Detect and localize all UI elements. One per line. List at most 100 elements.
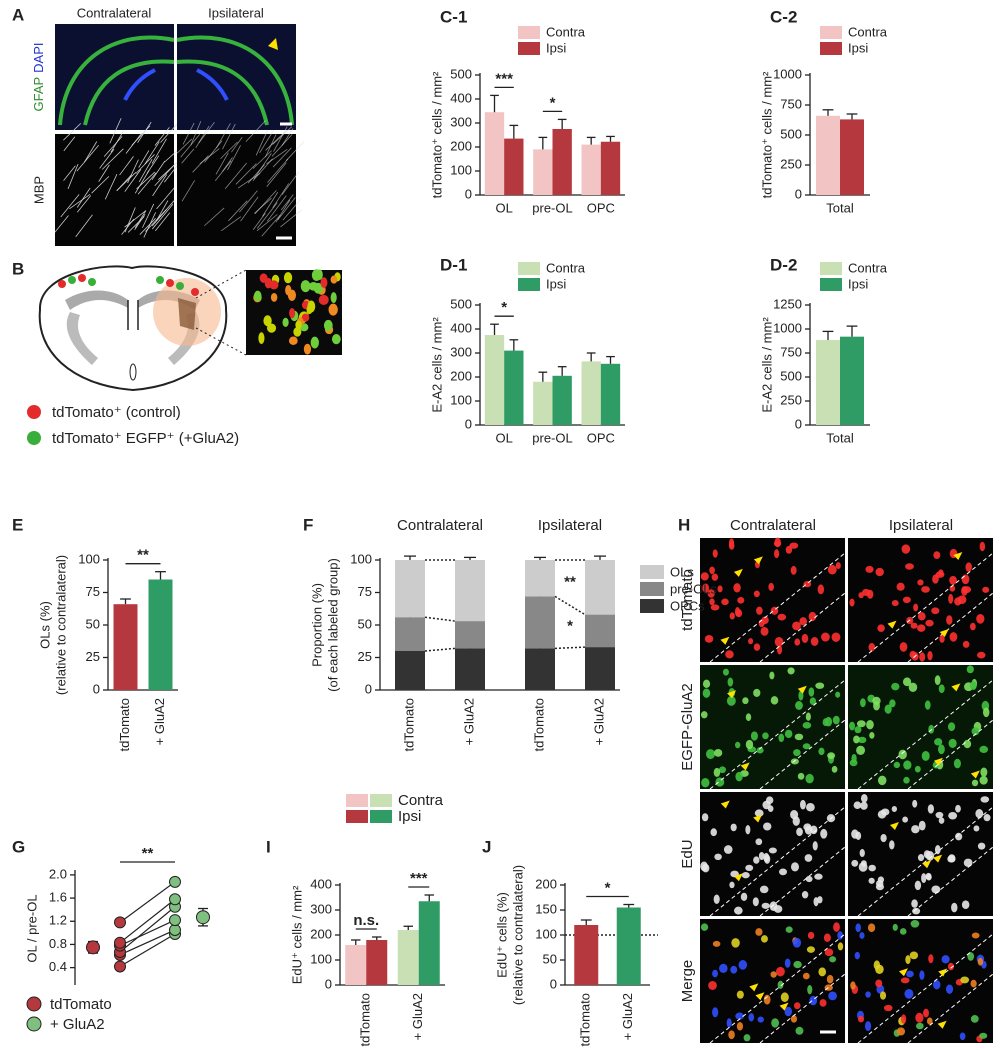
y-axis-label: EdU⁺ cells (%) xyxy=(494,892,509,978)
cell xyxy=(736,1021,744,1031)
bar xyxy=(616,907,641,985)
cell xyxy=(266,323,277,333)
cell xyxy=(826,974,834,984)
cell xyxy=(282,317,289,327)
cell xyxy=(709,566,715,575)
legend-dot xyxy=(26,996,42,1012)
cell xyxy=(806,946,815,953)
cell xyxy=(785,926,793,933)
cell xyxy=(914,765,921,773)
cell xyxy=(769,671,775,680)
bar xyxy=(484,335,505,425)
cell xyxy=(955,804,961,813)
legend-swatch xyxy=(640,582,664,596)
cell xyxy=(790,862,800,872)
chart-title: E xyxy=(12,515,23,534)
panel-label: A xyxy=(12,5,24,24)
bar xyxy=(840,119,864,195)
cell xyxy=(961,586,968,596)
cell xyxy=(905,955,911,965)
cell xyxy=(737,597,745,604)
micrograph-stain xyxy=(123,68,156,101)
row-label-part: DAPI xyxy=(31,42,46,72)
cell xyxy=(700,572,709,581)
cell xyxy=(706,749,716,760)
y-tick-label: 25 xyxy=(86,649,100,664)
x-tick-label: + GluA2 xyxy=(152,698,167,745)
fiber xyxy=(190,121,202,146)
cell xyxy=(866,719,874,730)
fiber xyxy=(138,159,153,183)
cell xyxy=(948,811,958,820)
cell xyxy=(730,965,738,974)
region-outline xyxy=(907,846,994,917)
cell xyxy=(960,976,970,984)
cell xyxy=(700,923,709,931)
fiber xyxy=(277,197,296,221)
y-tick-label: 0.4 xyxy=(49,959,67,974)
fiber xyxy=(143,212,157,238)
cell xyxy=(891,682,900,691)
arrowhead xyxy=(720,636,730,645)
micrograph xyxy=(700,538,845,662)
cell xyxy=(800,799,806,810)
cell xyxy=(980,796,990,803)
cell xyxy=(857,736,867,744)
legend-label: tdTomato⁺ EGFP⁺ (+GluA2) xyxy=(52,430,239,447)
cell xyxy=(934,844,941,855)
cell xyxy=(959,1032,966,1041)
cell xyxy=(926,1017,933,1025)
y-tick-label: 200 xyxy=(310,926,332,941)
cell xyxy=(729,881,735,889)
cell xyxy=(704,635,714,643)
fiber xyxy=(63,123,82,141)
arrowhead xyxy=(733,873,743,882)
fiber xyxy=(152,174,168,197)
fiber xyxy=(252,150,272,169)
bar xyxy=(600,363,621,425)
cell xyxy=(902,596,911,604)
chart-title: F xyxy=(303,515,313,534)
region-outline xyxy=(709,552,846,663)
fiber xyxy=(135,154,155,174)
legend-label: Contra xyxy=(546,260,586,275)
cell xyxy=(774,549,780,559)
cell xyxy=(941,955,950,964)
fiber xyxy=(145,209,167,232)
bar xyxy=(345,945,367,985)
y-tick-label: 300 xyxy=(310,901,332,916)
fiber xyxy=(137,121,152,143)
cell xyxy=(721,598,729,606)
cell xyxy=(712,940,721,947)
fiber xyxy=(266,195,287,222)
point xyxy=(114,960,126,973)
y-tick-label: 400 xyxy=(450,320,472,335)
region-outline xyxy=(709,679,846,790)
legend-label: + GluA2 xyxy=(50,1016,105,1033)
cell xyxy=(949,575,957,585)
cell xyxy=(979,541,986,552)
cell xyxy=(330,292,337,304)
cell xyxy=(718,766,727,774)
cell xyxy=(742,697,749,705)
cell xyxy=(833,922,840,932)
micrograph xyxy=(177,134,296,246)
cell xyxy=(745,739,754,750)
cell xyxy=(735,609,743,618)
cell xyxy=(961,574,970,585)
cell xyxy=(790,1015,798,1023)
cell xyxy=(320,277,328,288)
cell xyxy=(982,586,990,593)
chart-title: I xyxy=(266,837,271,856)
cell xyxy=(966,665,974,674)
y-tick-label: 1000 xyxy=(773,320,802,335)
cell xyxy=(921,873,927,884)
cell xyxy=(932,574,939,584)
cell xyxy=(856,745,866,756)
cell xyxy=(712,1007,719,1018)
cell xyxy=(865,565,874,573)
fiber xyxy=(116,172,137,191)
cell xyxy=(917,854,925,862)
cell xyxy=(919,970,925,980)
y-axis-label: (relative to contralateral) xyxy=(510,865,525,1005)
